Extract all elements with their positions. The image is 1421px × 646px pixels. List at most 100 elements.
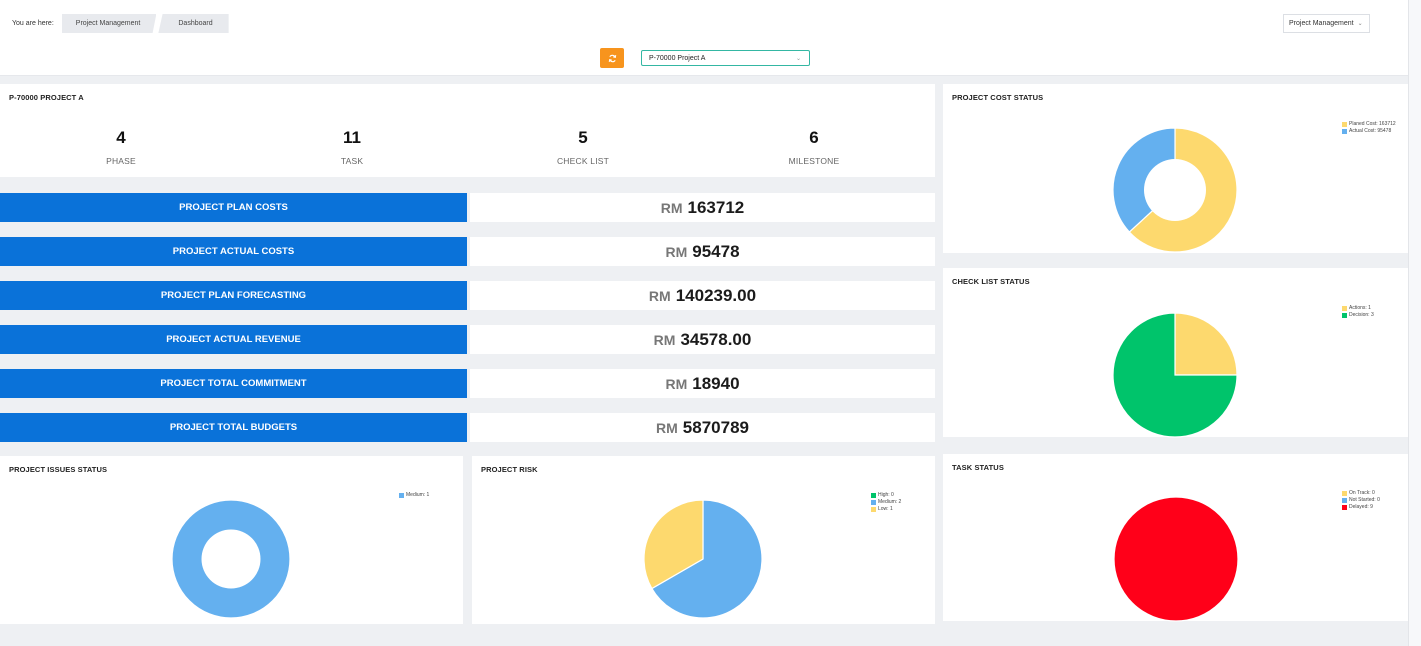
stat-task-label: TASK xyxy=(340,156,364,166)
pie-slice[interactable] xyxy=(643,499,704,590)
plan-costs-amount: 163712 xyxy=(687,197,745,217)
issues-status-panel: PROJECT ISSUES STATUS Medium: 1 xyxy=(0,456,463,624)
project-title: P-70000 PROJECT A xyxy=(9,93,84,102)
project-select-value: P-70000 Project A xyxy=(649,54,706,62)
legend-label: Actions: 1 xyxy=(1349,305,1371,311)
pie-slice[interactable] xyxy=(1112,127,1176,233)
legend-swatch xyxy=(1342,498,1347,503)
legend-swatch xyxy=(1342,122,1347,127)
plan-costs-label: PROJECT PLAN COSTS xyxy=(0,193,467,222)
legend-item[interactable]: High: 0 xyxy=(871,492,931,499)
issues-status-legend: Medium: 1 xyxy=(399,492,459,499)
stat-task[interactable]: 11 TASK xyxy=(282,128,422,166)
actual-costs-amount: 95478 xyxy=(692,241,740,261)
legend-label: Medium: 1 xyxy=(406,492,430,498)
module-dropdown-label: Project Management xyxy=(1289,20,1354,27)
legend-item[interactable]: On Track: 0 xyxy=(1342,490,1402,497)
cost-status-title: PROJECT COST STATUS xyxy=(952,93,1044,102)
pie-slice[interactable] xyxy=(651,499,763,619)
currency-label: RM xyxy=(653,331,676,348)
chevron-down-icon: ⌄ xyxy=(1357,21,1363,27)
plan-forecasting-amount: 140239.00 xyxy=(675,285,757,305)
checklist-status-title: CHECK LIST STATUS xyxy=(952,277,1030,286)
currency-label: RM xyxy=(656,419,678,436)
legend-item[interactable]: Medium: 2 xyxy=(871,499,931,506)
breadcrumb-item-dashboard[interactable]: Dashboard xyxy=(158,14,229,33)
project-risk-legend: High: 0 Medium: 2 Low: 1 xyxy=(871,492,931,513)
legend-item[interactable]: Planed Cost: 163712 xyxy=(1342,121,1402,128)
cost-status-legend: Planed Cost: 163712 Actual Cost: 95478 xyxy=(1342,121,1402,135)
legend-swatch xyxy=(871,507,876,512)
total-commitment-label: PROJECT TOTAL COMMITMENT xyxy=(0,369,467,398)
legend-item[interactable]: Decision: 3 xyxy=(1342,312,1402,319)
checklist-status-legend: Actions: 1 Decision: 3 xyxy=(1342,305,1402,319)
legend-item[interactable]: Actual Cost: 95478 xyxy=(1342,128,1402,135)
task-status-title: TASK STATUS xyxy=(952,463,1004,472)
donut-hole xyxy=(201,529,261,589)
stat-phase-label: PHASE xyxy=(106,156,136,166)
pie-slice[interactable] xyxy=(1113,496,1239,622)
total-budgets-value: RM 5870789 xyxy=(470,413,935,442)
breadcrumb: You are here: Project Management Dashboa… xyxy=(12,14,229,33)
checklist-status-chart xyxy=(1112,312,1238,438)
pie-slice[interactable] xyxy=(1112,312,1238,438)
legend-swatch xyxy=(1342,505,1347,510)
legend-label: Not Started: 0 xyxy=(1349,497,1380,503)
legend-item[interactable]: Not Started: 0 xyxy=(1342,497,1402,504)
stat-phase-value: 4 xyxy=(116,128,126,147)
legend-item[interactable]: Actions: 1 xyxy=(1342,305,1402,312)
legend-swatch xyxy=(871,493,876,498)
checklist-status-panel: CHECK LIST STATUS Actions: 1 Decision: 3 xyxy=(943,268,1408,438)
legend-swatch xyxy=(871,500,876,505)
total-budgets-label: PROJECT TOTAL BUDGETS xyxy=(0,413,467,442)
legend-swatch xyxy=(1342,129,1347,134)
legend-item[interactable]: Low: 1 xyxy=(871,506,931,513)
total-commitment-amount: 18940 xyxy=(692,373,740,393)
legend-swatch xyxy=(1342,313,1347,318)
task-status-chart xyxy=(1113,496,1239,622)
stat-task-value: 11 xyxy=(343,128,361,147)
task-status-legend: On Track: 0 Not Started: 0 Delayed: 9 xyxy=(1342,490,1402,511)
cost-status-chart xyxy=(1112,127,1238,253)
currency-label: RM xyxy=(665,243,688,260)
legend-label: Actual Cost: 95478 xyxy=(1349,128,1392,134)
legend-swatch xyxy=(1342,491,1347,496)
project-risk-panel: PROJECT RISK High: 0 Medium: 2 Low: 1 xyxy=(472,456,935,624)
chevron-down-icon: ⌄ xyxy=(795,55,801,62)
module-dropdown[interactable]: Project Management ⌄ xyxy=(1283,14,1370,33)
legend-label: Medium: 2 xyxy=(878,499,902,505)
stat-milestone-label: MILESTONE xyxy=(788,156,840,166)
issues-status-title: PROJECT ISSUES STATUS xyxy=(9,465,108,474)
stat-checklist-label: CHECK LIST xyxy=(556,156,610,166)
legend-swatch xyxy=(399,493,404,498)
breadcrumb-item-project-management[interactable]: Project Management xyxy=(61,14,157,33)
legend-label: Decision: 3 xyxy=(1349,312,1374,318)
refresh-icon xyxy=(608,54,616,62)
legend-item[interactable]: Medium: 1 xyxy=(399,492,459,499)
scrollbar[interactable] xyxy=(1408,0,1421,646)
actual-revenue-amount: 34578.00 xyxy=(680,329,752,349)
project-select[interactable]: P-70000 Project A ⌄ xyxy=(641,50,810,66)
legend-label: High: 0 xyxy=(878,492,894,498)
project-overview-panel: P-70000 PROJECT A 4 PHASE 11 TASK 5 CHEC… xyxy=(0,84,935,177)
legend-label: Planed Cost: 163712 xyxy=(1349,121,1396,127)
task-status-panel: TASK STATUS On Track: 0 Not Started: 0 D… xyxy=(943,454,1408,622)
actual-revenue-label: PROJECT ACTUAL REVENUE xyxy=(0,325,467,354)
stat-phase[interactable]: 4 PHASE xyxy=(51,128,191,166)
legend-item[interactable]: Delayed: 9 xyxy=(1342,504,1402,511)
total-budgets-amount: 5870789 xyxy=(682,417,749,437)
stat-checklist[interactable]: 5 CHECK LIST xyxy=(513,128,653,166)
total-commitment-value: RM 18940 xyxy=(470,369,935,398)
refresh-button[interactable] xyxy=(600,48,624,68)
project-risk-chart xyxy=(643,499,763,619)
currency-label: RM xyxy=(648,287,671,304)
legend-label: On Track: 0 xyxy=(1349,490,1375,496)
stat-checklist-value: 5 xyxy=(578,128,588,147)
stat-milestone[interactable]: 6 MILESTONE xyxy=(744,128,884,166)
legend-swatch xyxy=(1342,306,1347,311)
donut-hole xyxy=(1144,159,1206,221)
pie-slice[interactable] xyxy=(1174,312,1238,376)
actual-costs-label: PROJECT ACTUAL COSTS xyxy=(0,237,467,266)
stat-milestone-value: 6 xyxy=(809,128,819,147)
plan-forecasting-label: PROJECT PLAN FORECASTING xyxy=(0,281,467,310)
